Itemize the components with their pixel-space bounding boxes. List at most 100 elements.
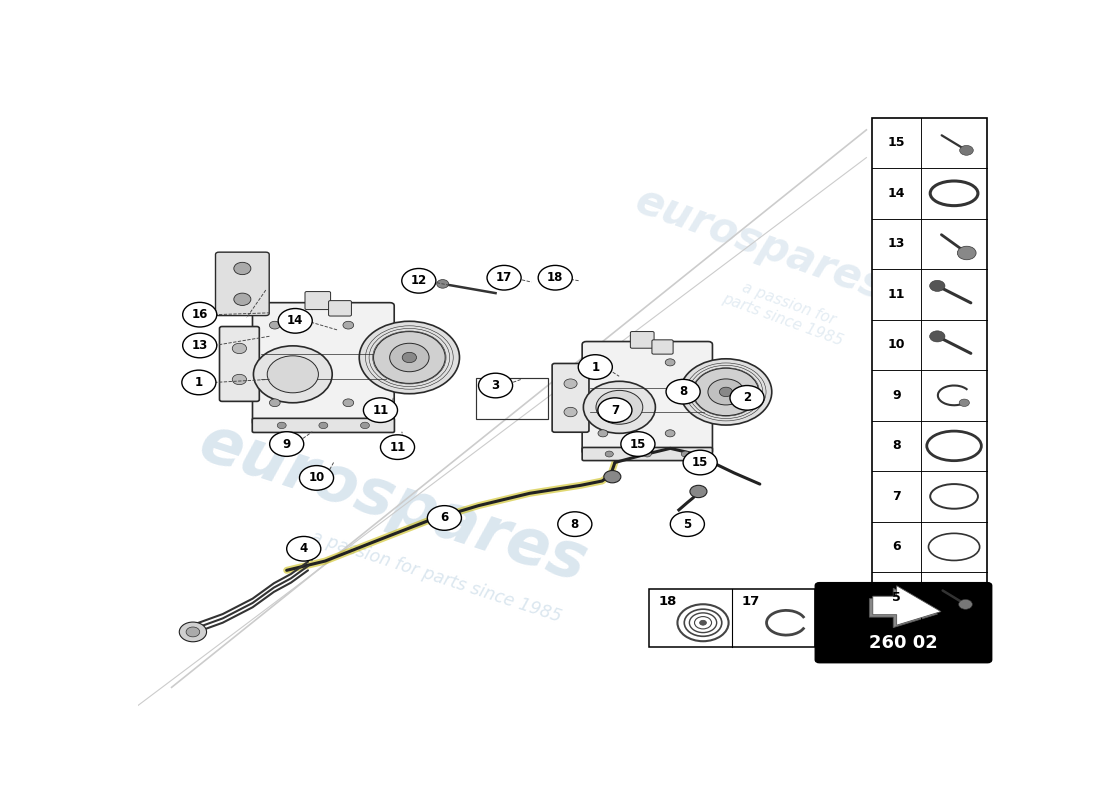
- Circle shape: [620, 432, 654, 456]
- FancyBboxPatch shape: [216, 252, 270, 316]
- Circle shape: [389, 343, 429, 372]
- Circle shape: [605, 451, 614, 457]
- FancyBboxPatch shape: [652, 340, 673, 354]
- Text: a passion for
parts since 1985: a passion for parts since 1985: [719, 274, 851, 349]
- FancyBboxPatch shape: [552, 363, 589, 432]
- Circle shape: [959, 599, 972, 610]
- Text: 6: 6: [440, 511, 449, 525]
- Text: 9: 9: [283, 438, 290, 450]
- Text: 15: 15: [629, 438, 646, 450]
- Circle shape: [381, 435, 415, 459]
- Polygon shape: [869, 588, 937, 628]
- Circle shape: [558, 512, 592, 537]
- Circle shape: [287, 537, 321, 561]
- Circle shape: [299, 466, 333, 490]
- Circle shape: [959, 146, 974, 155]
- Circle shape: [930, 331, 945, 342]
- Circle shape: [267, 356, 318, 393]
- Circle shape: [234, 262, 251, 274]
- Text: 2: 2: [742, 391, 751, 404]
- FancyBboxPatch shape: [305, 291, 331, 310]
- Text: 13: 13: [191, 339, 208, 352]
- Circle shape: [564, 379, 578, 388]
- Circle shape: [579, 354, 613, 379]
- Text: 12: 12: [410, 274, 427, 287]
- Text: 7: 7: [610, 404, 619, 417]
- FancyBboxPatch shape: [329, 301, 351, 316]
- Text: eurospares: eurospares: [629, 179, 891, 309]
- Text: 17: 17: [496, 271, 513, 284]
- Circle shape: [232, 374, 246, 385]
- Circle shape: [478, 373, 513, 398]
- Circle shape: [437, 279, 449, 288]
- Text: 4: 4: [299, 542, 308, 555]
- Circle shape: [270, 432, 304, 456]
- Polygon shape: [872, 586, 940, 625]
- Circle shape: [343, 399, 354, 406]
- Text: 8: 8: [679, 385, 688, 398]
- Circle shape: [683, 450, 717, 475]
- Text: 18: 18: [658, 595, 676, 608]
- Circle shape: [708, 379, 744, 405]
- Text: 260 02: 260 02: [869, 634, 938, 652]
- Text: 11: 11: [389, 441, 406, 454]
- FancyBboxPatch shape: [253, 302, 394, 426]
- Text: 17: 17: [741, 595, 759, 608]
- Circle shape: [179, 622, 207, 642]
- Text: 8: 8: [571, 518, 579, 530]
- Circle shape: [693, 368, 759, 415]
- Circle shape: [403, 352, 417, 362]
- FancyBboxPatch shape: [582, 342, 713, 454]
- Circle shape: [183, 333, 217, 358]
- Circle shape: [182, 370, 216, 394]
- Text: 5: 5: [892, 591, 901, 604]
- Circle shape: [730, 386, 764, 410]
- Circle shape: [374, 332, 446, 383]
- Circle shape: [270, 322, 280, 329]
- FancyBboxPatch shape: [649, 589, 815, 647]
- Text: a passion for parts since 1985: a passion for parts since 1985: [309, 527, 563, 626]
- Text: 10: 10: [888, 338, 905, 351]
- Circle shape: [667, 379, 700, 404]
- Circle shape: [596, 390, 642, 424]
- Circle shape: [402, 269, 436, 293]
- Text: 10: 10: [308, 471, 324, 485]
- Circle shape: [598, 398, 631, 422]
- Circle shape: [232, 343, 246, 354]
- Text: 18: 18: [547, 271, 563, 284]
- Circle shape: [666, 359, 675, 366]
- Circle shape: [183, 302, 217, 327]
- Circle shape: [670, 512, 704, 537]
- Circle shape: [644, 451, 651, 457]
- Circle shape: [360, 322, 460, 394]
- Circle shape: [234, 293, 251, 306]
- Circle shape: [363, 398, 397, 422]
- Text: 3: 3: [492, 379, 499, 392]
- Text: 11: 11: [372, 404, 388, 417]
- Circle shape: [930, 280, 945, 291]
- FancyBboxPatch shape: [815, 582, 992, 662]
- Circle shape: [270, 399, 280, 406]
- Circle shape: [666, 430, 675, 437]
- Circle shape: [598, 430, 608, 437]
- FancyBboxPatch shape: [220, 326, 260, 402]
- Circle shape: [690, 486, 707, 498]
- Circle shape: [681, 451, 690, 457]
- Text: 16: 16: [191, 308, 208, 321]
- Text: 5: 5: [683, 518, 692, 530]
- Text: 13: 13: [888, 238, 905, 250]
- Circle shape: [959, 399, 969, 406]
- Circle shape: [186, 627, 200, 637]
- Circle shape: [253, 346, 332, 402]
- FancyBboxPatch shape: [630, 331, 654, 348]
- Circle shape: [604, 470, 620, 483]
- Text: 15: 15: [888, 136, 905, 150]
- Circle shape: [583, 382, 656, 434]
- Text: 9: 9: [892, 389, 901, 402]
- Text: 7: 7: [892, 490, 901, 503]
- Circle shape: [564, 407, 578, 417]
- Text: 6: 6: [892, 541, 901, 554]
- Circle shape: [343, 322, 354, 329]
- Text: 1: 1: [195, 376, 202, 389]
- Text: 15: 15: [692, 456, 708, 469]
